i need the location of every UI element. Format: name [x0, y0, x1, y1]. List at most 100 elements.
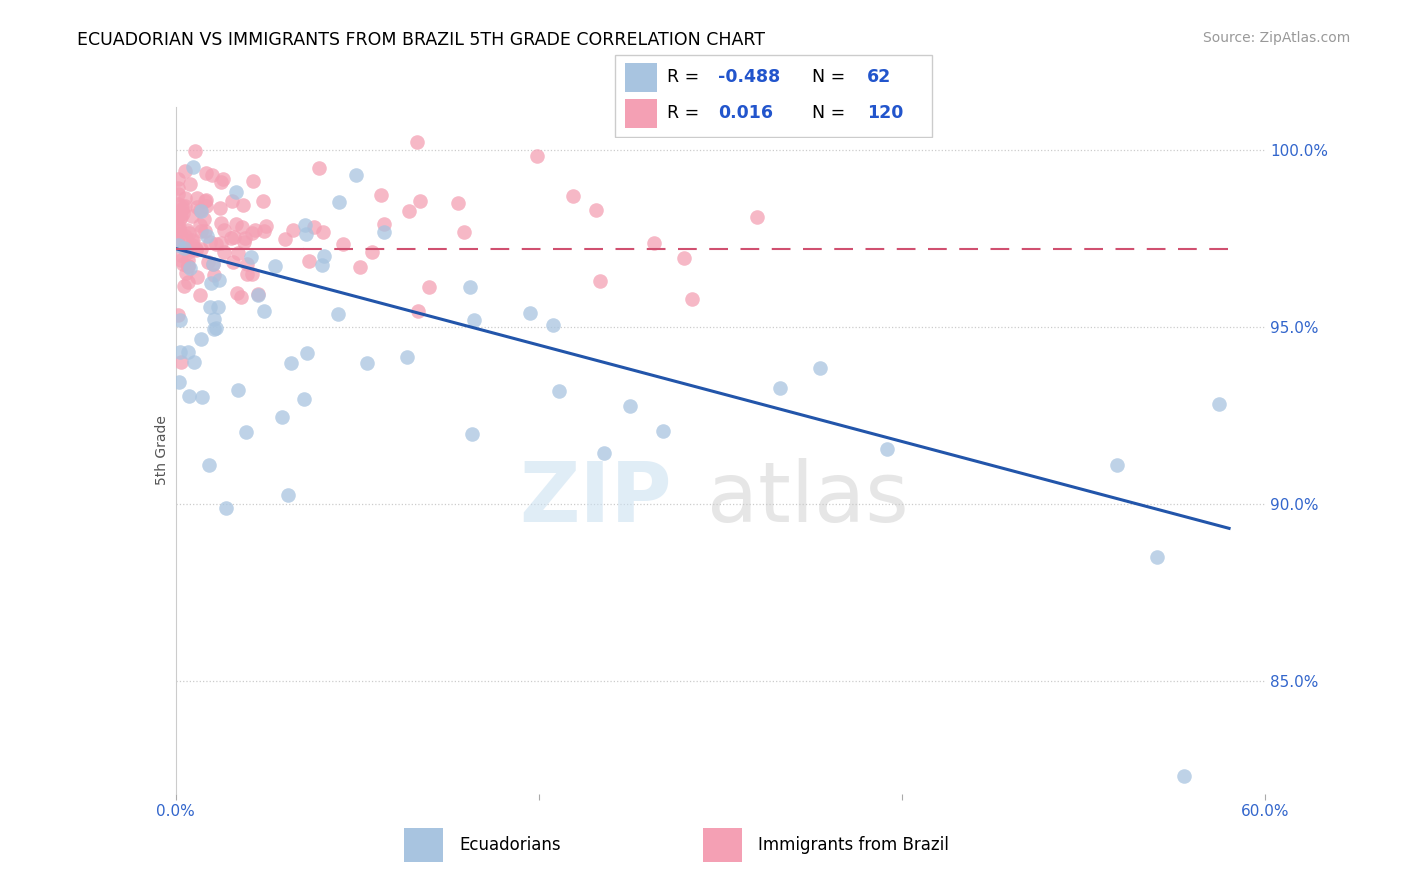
- Point: [167, 220, 190, 235]
- Text: -0.488: -0.488: [718, 69, 780, 87]
- Point: [769, 381, 792, 395]
- Point: [169, 313, 191, 327]
- Point: [205, 236, 228, 251]
- Point: [212, 223, 235, 237]
- Point: [298, 253, 321, 268]
- Point: [295, 227, 318, 241]
- FancyBboxPatch shape: [614, 55, 932, 136]
- Point: [302, 220, 325, 235]
- Point: [194, 224, 217, 238]
- Point: [673, 251, 696, 265]
- Point: [183, 233, 205, 247]
- Point: [166, 172, 188, 186]
- Point: [190, 332, 212, 346]
- Point: [252, 194, 274, 208]
- Point: [198, 235, 221, 249]
- Point: [254, 219, 277, 233]
- Text: N =: N =: [813, 103, 851, 122]
- Point: [277, 488, 299, 502]
- Point: [209, 235, 232, 250]
- Text: 120: 120: [868, 103, 904, 122]
- Point: [173, 279, 195, 293]
- Point: [328, 194, 350, 209]
- Text: atlas: atlas: [707, 458, 908, 539]
- Point: [344, 168, 367, 182]
- Point: [201, 169, 224, 183]
- Point: [208, 201, 231, 215]
- Point: [166, 238, 188, 252]
- Point: [166, 235, 188, 249]
- Point: [173, 164, 195, 178]
- Point: [652, 425, 675, 439]
- Point: [406, 304, 429, 318]
- Point: [202, 268, 225, 282]
- Point: [1146, 549, 1168, 564]
- Point: [167, 223, 190, 237]
- Point: [169, 252, 191, 267]
- Text: R =: R =: [666, 103, 704, 122]
- Point: [181, 238, 204, 252]
- Point: [235, 230, 257, 244]
- Text: N =: N =: [813, 69, 851, 87]
- Point: [453, 225, 475, 239]
- Point: [190, 242, 212, 256]
- Bar: [703, 828, 742, 863]
- Bar: [404, 828, 443, 863]
- Point: [197, 458, 219, 472]
- Point: [169, 345, 191, 359]
- Bar: [624, 99, 657, 128]
- Point: [745, 210, 768, 224]
- Point: [876, 442, 898, 456]
- Point: [619, 399, 641, 413]
- Point: [280, 356, 302, 370]
- Point: [548, 384, 571, 398]
- Point: [405, 136, 427, 150]
- Point: [180, 241, 202, 255]
- Point: [281, 222, 304, 236]
- Point: [172, 205, 194, 219]
- Point: [186, 270, 208, 285]
- Point: [188, 288, 211, 302]
- Point: [184, 242, 207, 256]
- Point: [177, 275, 200, 289]
- Point: [190, 204, 212, 219]
- Point: [215, 500, 238, 515]
- Point: [585, 202, 607, 217]
- Text: Source: ZipAtlas.com: Source: ZipAtlas.com: [1202, 31, 1350, 45]
- Point: [229, 290, 252, 304]
- Point: [253, 224, 276, 238]
- Point: [170, 198, 193, 212]
- Point: [222, 255, 245, 269]
- Point: [209, 175, 232, 189]
- Point: [166, 222, 188, 236]
- Point: [245, 223, 267, 237]
- Point: [212, 244, 235, 259]
- Point: [169, 211, 191, 225]
- Text: Immigrants from Brazil: Immigrants from Brazil: [758, 836, 949, 855]
- Point: [240, 267, 263, 281]
- Text: 62: 62: [868, 69, 891, 87]
- Point: [166, 196, 188, 211]
- Point: [356, 356, 378, 370]
- Point: [1208, 396, 1230, 410]
- Point: [526, 149, 548, 163]
- Point: [166, 308, 188, 322]
- Point: [458, 280, 481, 294]
- Point: [188, 202, 211, 217]
- Point: [202, 311, 225, 326]
- Point: [228, 245, 250, 260]
- Point: [183, 355, 205, 369]
- Point: [209, 215, 232, 229]
- Bar: [624, 62, 657, 92]
- Point: [173, 191, 195, 205]
- Point: [179, 177, 201, 191]
- Point: [409, 194, 432, 208]
- Point: [221, 194, 243, 208]
- Point: [308, 161, 330, 175]
- Point: [181, 160, 204, 174]
- Point: [190, 224, 212, 238]
- Point: [170, 202, 193, 216]
- Point: [236, 257, 259, 271]
- Point: [589, 274, 612, 288]
- Point: [166, 210, 188, 224]
